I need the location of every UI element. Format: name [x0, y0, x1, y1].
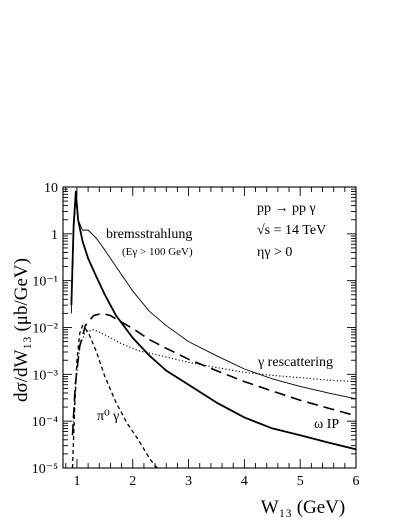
bremsstrahlung-cut-label: (Eγ > 100 GeV) [122, 246, 193, 258]
bremsstrahlung-label: bremsstrahlung [106, 227, 192, 242]
x-tick-label: 3 [185, 474, 192, 489]
y-tick-label: 1 [51, 228, 58, 243]
x-tick-label: 2 [129, 474, 136, 489]
y-tick-label: 10 [44, 181, 58, 196]
x-tick-label: 6 [353, 474, 360, 489]
y-axis-label: dσ/dW₁₃ (μb/GeV) [11, 258, 32, 402]
y-tick-label: 10⁻¹ [32, 275, 58, 290]
pi0-gamma-label: π⁰ γ [97, 409, 119, 424]
x-axis-label: W₁₃ (GeV) [261, 497, 345, 518]
energy-label: √s = 14 TeV [257, 223, 326, 238]
series-line-2 [71, 329, 356, 436]
x-tick-label: 5 [297, 474, 304, 489]
y-tick-label: 10⁻³ [32, 368, 58, 383]
y-tick-label: 10⁻⁴ [32, 415, 58, 430]
gamma-rescattering-label: γ rescattering [257, 355, 333, 370]
omega-ip-label: ω IP [314, 417, 339, 432]
x-tick-label: 4 [241, 474, 248, 489]
series-line-1 [70, 190, 356, 451]
y-tick-label: 10⁻² [32, 322, 58, 337]
ticks-layer [63, 186, 357, 469]
series-line-4 [71, 324, 158, 468]
x-tick-label: 1 [73, 474, 80, 489]
y-tick-label: 10⁻⁵ [32, 462, 58, 477]
tick-labels-layer: 1 2 3 4 5 6 10⁻⁵ 10⁻⁴ 10⁻³ 10⁻² 10⁻¹ 1 10 [32, 181, 360, 489]
process-label: pp → pp γ [257, 201, 316, 216]
series-line-3 [71, 312, 356, 436]
curves-layer [70, 190, 356, 468]
eta-cut-label: ηγ > 0 [257, 245, 292, 260]
